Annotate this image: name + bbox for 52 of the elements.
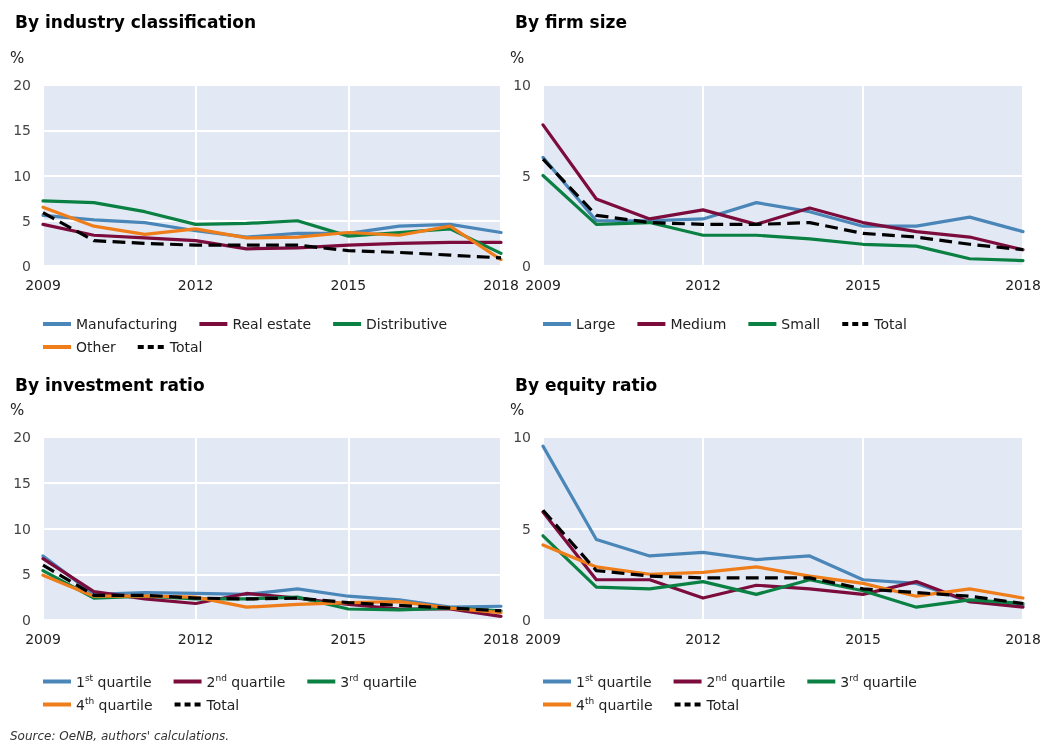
x-tick-label: 2012: [177, 277, 214, 293]
x-tick-label: 2018: [1005, 631, 1041, 647]
x-tick-label: 2009: [525, 277, 561, 293]
legend-label: Total: [873, 316, 907, 332]
x-tick-label: 2009: [25, 277, 61, 293]
y-tick-label: 5: [22, 212, 31, 229]
y-tick-label: 20: [13, 77, 31, 93]
y-tick-label: 5: [522, 167, 531, 184]
legend-label: Small: [781, 316, 821, 332]
chart-title: By equity ratio: [515, 374, 658, 395]
y-tick-label: 5: [522, 520, 531, 537]
y-tick-label: 0: [22, 612, 31, 628]
legend-label: Total: [205, 696, 240, 713]
y-axis-title: %: [510, 400, 525, 419]
y-axis-title: %: [10, 400, 25, 419]
x-tick-label: 2015: [330, 631, 367, 647]
x-tick-label: 2012: [685, 631, 721, 647]
legend-label: Distributive: [366, 316, 448, 332]
x-tick-label: 2018: [483, 631, 519, 647]
y-tick-label: 0: [22, 258, 31, 274]
y-tick-label: 0: [522, 258, 531, 274]
y-tick-label: 10: [513, 429, 531, 445]
x-tick-label: 2015: [845, 631, 881, 647]
legend-label: Other: [76, 339, 116, 355]
x-tick-label: 2015: [330, 277, 367, 293]
x-tick-label: 2015: [845, 277, 881, 293]
legend-label: Total: [168, 339, 203, 355]
y-tick-label: 15: [13, 474, 31, 491]
y-tick-label: 10: [13, 520, 31, 537]
source-note: Source: OeNB, authors' calculations.: [10, 729, 230, 743]
x-tick-label: 2018: [1005, 277, 1041, 293]
y-tick-label: 20: [13, 429, 31, 445]
x-tick-label: 2012: [685, 277, 721, 293]
x-tick-label: 2018: [483, 277, 519, 293]
chart-title: By firm size: [515, 11, 627, 32]
y-tick-label: 10: [513, 77, 531, 93]
y-tick-label: 0: [522, 612, 531, 628]
y-tick-label: 10: [13, 167, 31, 184]
legend-label: Large: [576, 316, 616, 332]
legend-label: Total: [705, 696, 740, 713]
legend-label: Real estate: [232, 316, 312, 332]
y-axis-title: %: [510, 48, 525, 67]
chart-title: By industry classification: [15, 11, 257, 32]
x-tick-label: 2009: [25, 631, 61, 647]
y-axis-title: %: [10, 48, 25, 67]
chart-title: By investment ratio: [15, 374, 205, 395]
y-tick-label: 15: [13, 122, 31, 139]
legend-label: Medium: [670, 316, 727, 332]
y-tick-label: 5: [22, 566, 31, 583]
legend-label: Manufacturing: [76, 316, 178, 332]
x-tick-label: 2012: [177, 631, 214, 647]
x-tick-label: 2009: [525, 631, 561, 647]
